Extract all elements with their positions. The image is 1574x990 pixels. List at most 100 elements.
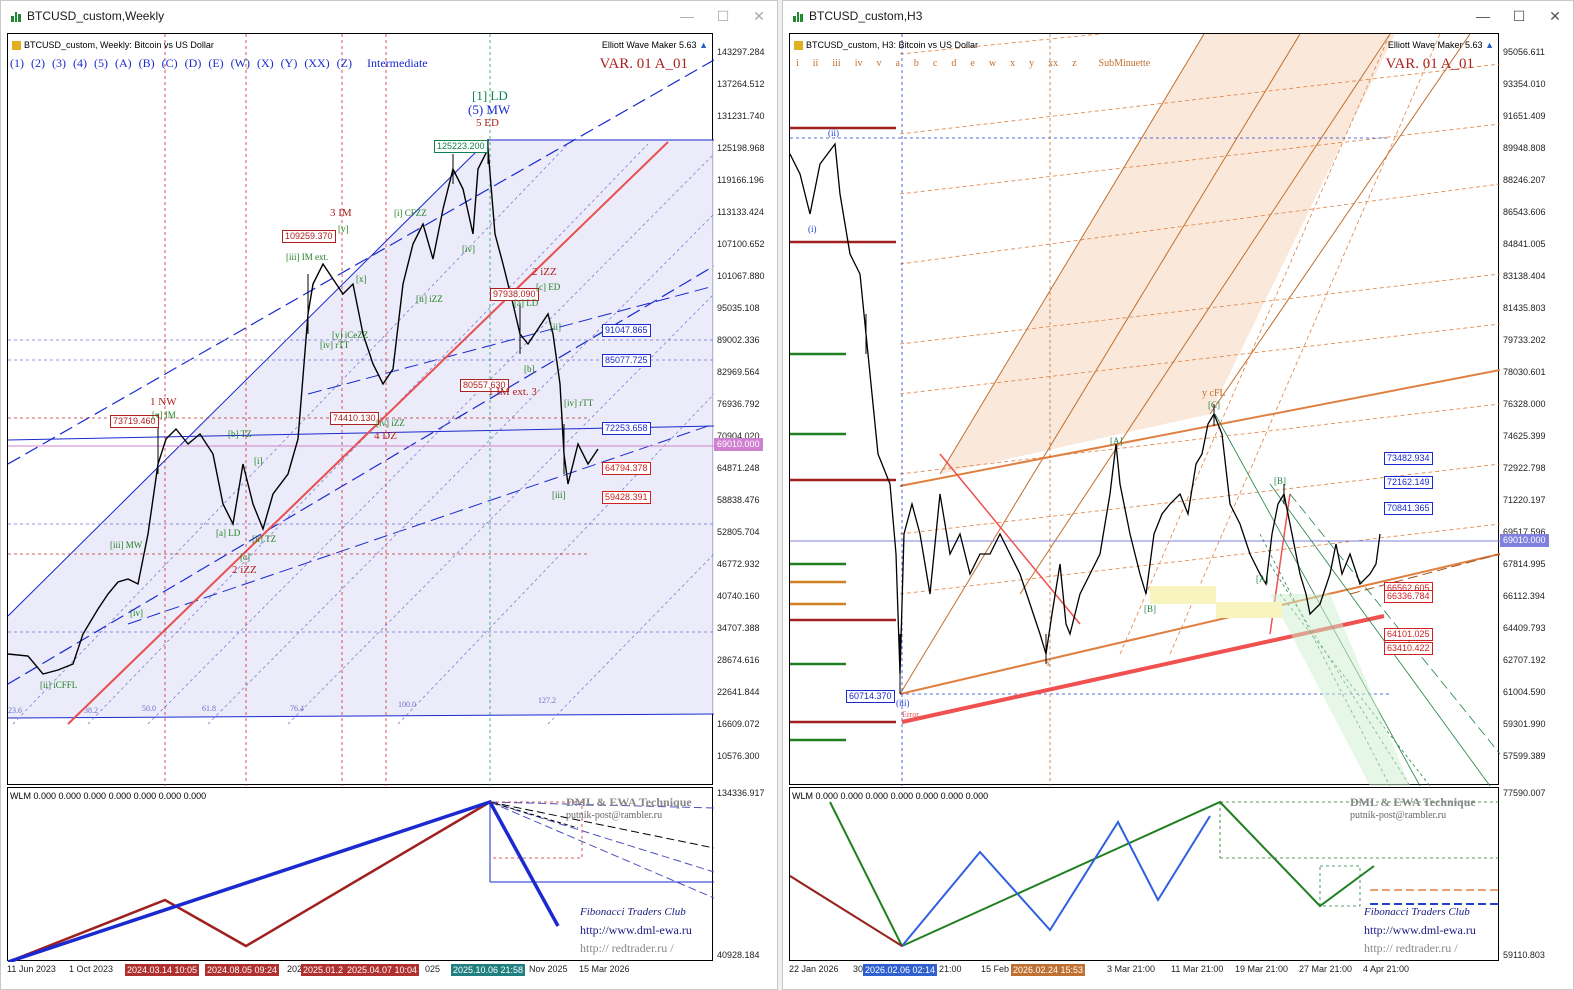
degree-button[interactable]: (Y) — [280, 56, 298, 70]
fib-label: 61.8 — [202, 704, 216, 713]
time-label: 11 Mar 21:00 — [1171, 964, 1224, 974]
degree-button[interactable]: ii — [812, 58, 819, 69]
chart-header-icon — [794, 41, 803, 51]
time-label: 21:00 — [939, 964, 962, 974]
price-axis-label: 76936.792 — [717, 399, 760, 409]
credit-redtrader[interactable]: http:// redtrader.ru / — [580, 941, 674, 955]
price-axis-label: 28674.616 — [717, 655, 760, 665]
degree-name[interactable]: SubMinuette — [1098, 58, 1151, 69]
wave-label: [ii] TZ — [252, 534, 277, 544]
degree-button[interactable]: x — [1010, 58, 1016, 69]
fib-label: 23.6 — [8, 706, 22, 715]
degree-button[interactable]: iv — [854, 58, 863, 69]
price-chart-pane[interactable]: BTCUSD_custom, Weekly: Bitcoin vs US Dol… — [7, 33, 714, 786]
wave-label: [C] — [1208, 400, 1220, 410]
minimize-button[interactable]: — — [1476, 8, 1490, 24]
wave-label: 2 iZZ — [232, 564, 257, 576]
price-axis-label: 89002.336 — [717, 335, 760, 345]
degree-name[interactable]: Intermediate — [367, 56, 428, 70]
degree-button[interactable]: y — [1029, 58, 1035, 69]
degree-button[interactable]: d — [951, 58, 957, 69]
credit-site[interactable]: http://www.dml-ewa.ru — [1364, 923, 1476, 937]
price-axis-label: 16609.072 — [717, 719, 760, 729]
titlebar-h3[interactable]: BTCUSD_custom,H3 — ☐ ✕ — [783, 1, 1573, 31]
degree-button[interactable]: iii — [832, 58, 841, 69]
price-axis-label: 95056.611 — [1503, 47, 1545, 57]
degree-button[interactable]: (2) — [31, 56, 45, 70]
price-chart-pane[interactable]: BTCUSD_custom, H3: Bitcoin vs US Dollar … — [789, 33, 1500, 786]
degree-button[interactable]: (D) — [184, 56, 202, 70]
wlm-indicator-pane[interactable]: WLM 0.000 0.000 0.000 0.000 0.000 0.000 … — [789, 787, 1500, 961]
time-label: Nov 2025 — [529, 964, 568, 974]
wave-price-box: 73719.460 — [110, 415, 159, 428]
degree-button[interactable]: (E) — [208, 56, 224, 70]
maximize-button[interactable]: ☐ — [1512, 7, 1526, 24]
chart-window-weekly[interactable]: BTCUSD_custom,Weekly — ☐ ✕ — [0, 0, 778, 990]
price-axis-label: 52805.704 — [717, 527, 760, 537]
degree-button[interactable]: (Z) — [336, 56, 352, 70]
wave-price-box: 109259.370 — [282, 230, 336, 243]
credit-club: Fibonacci Traders Club — [1364, 906, 1470, 918]
degree-button[interactable]: c — [932, 58, 938, 69]
time-axis[interactable]: 11 Jun 2023 1 Oct 2023 2024.03.14 10:05 … — [7, 964, 713, 978]
ewm-hat-icon: ▲ — [1485, 40, 1494, 50]
degree-button[interactable]: (B) — [138, 56, 155, 70]
degree-button[interactable]: (A) — [115, 56, 132, 70]
wlm-indicator-pane[interactable]: WLM 0.000 0.000 0.000 0.000 0.000 0.000 … — [7, 787, 714, 962]
variant-label: VAR. 01 A_01 — [599, 56, 689, 72]
wave-label: [b] — [524, 364, 535, 374]
time-axis[interactable]: 22 Jan 2026 30 2026.02.06 02:14 21:00 15… — [789, 964, 1499, 978]
degree-button[interactable]: b — [913, 58, 919, 69]
chart-window-h3[interactable]: BTCUSD_custom,H3 — ☐ ✕ — [782, 0, 1574, 990]
credit-redtrader[interactable]: http:// redtrader.ru / — [1364, 941, 1458, 955]
degree-button[interactable]: (4) — [73, 56, 87, 70]
close-button[interactable]: ✕ — [1549, 7, 1561, 24]
ewm-label: Elliott Wave Maker 5.63 — [601, 40, 697, 50]
price-axis-label: 59301.990 — [1503, 719, 1546, 729]
wave-label: [iv] — [130, 608, 143, 618]
price-axis-label: 81435.803 — [1503, 303, 1546, 313]
degree-button[interactable]: w — [988, 58, 997, 69]
degree-button[interactable]: (3) — [52, 56, 66, 70]
credit-site[interactable]: http://www.dml-ewa.ru — [580, 923, 692, 937]
degree-button[interactable]: i — [796, 58, 799, 69]
wlm-drawing — [8, 799, 714, 962]
time-label: 025 — [425, 964, 441, 974]
price-tag: 72253.658 — [602, 422, 651, 435]
degree-button[interactable]: xx — [1048, 58, 1059, 69]
price-axis-label: 72922.798 — [1503, 463, 1546, 473]
time-label: 4 Apr 21:00 — [1363, 964, 1410, 974]
titlebar-weekly[interactable]: BTCUSD_custom,Weekly — ☐ ✕ — [1, 1, 777, 31]
wave-label: (i) — [808, 224, 817, 234]
time-label: 15 Mar 2026 — [579, 964, 630, 974]
wave-label: (5) MW — [468, 102, 511, 117]
time-badge: 2025.04.07 10:04 — [345, 964, 420, 976]
degree-button[interactable]: (XX) — [304, 56, 330, 70]
chart-header-icon — [12, 41, 21, 51]
degree-button[interactable]: v — [876, 58, 882, 69]
degree-button[interactable]: (C) — [161, 56, 178, 70]
wave-label: [i] CFZZ — [394, 208, 427, 218]
price-axis-label: 76328.000 — [1503, 399, 1546, 409]
degree-button[interactable]: e — [970, 58, 975, 69]
wave-label: 2 iZZ — [532, 266, 557, 278]
price-tag: 72162.149 — [1384, 476, 1433, 489]
price-axis[interactable]: 143297.284 137264.512 131231.740 125198.968… — [713, 33, 777, 785]
close-button[interactable]: ✕ — [753, 7, 765, 24]
price-tag: 91047.865 — [602, 324, 651, 337]
price-axis-label: 82969.564 — [717, 367, 760, 377]
degree-button[interactable]: (1) — [10, 56, 24, 70]
degree-button[interactable]: (W) — [230, 56, 250, 70]
minimize-button[interactable]: — — [680, 8, 694, 24]
degree-button[interactable]: a — [895, 58, 900, 69]
maximize-button[interactable]: ☐ — [716, 7, 730, 24]
price-axis-label: 62707.192 — [1503, 655, 1546, 665]
degree-button[interactable]: z — [1072, 58, 1077, 69]
price-axis-label: 95035.108 — [717, 303, 760, 313]
wave-label: [B] — [1144, 604, 1156, 614]
degree-button[interactable]: (5) — [94, 56, 108, 70]
wave-label: [v] — [338, 224, 349, 234]
degree-button[interactable]: (X) — [257, 56, 274, 70]
price-axis-label: 67814.995 — [1503, 559, 1546, 569]
price-axis[interactable]: 95056.611 93354.010 91651.409 89948.808 8824… — [1499, 33, 1573, 785]
